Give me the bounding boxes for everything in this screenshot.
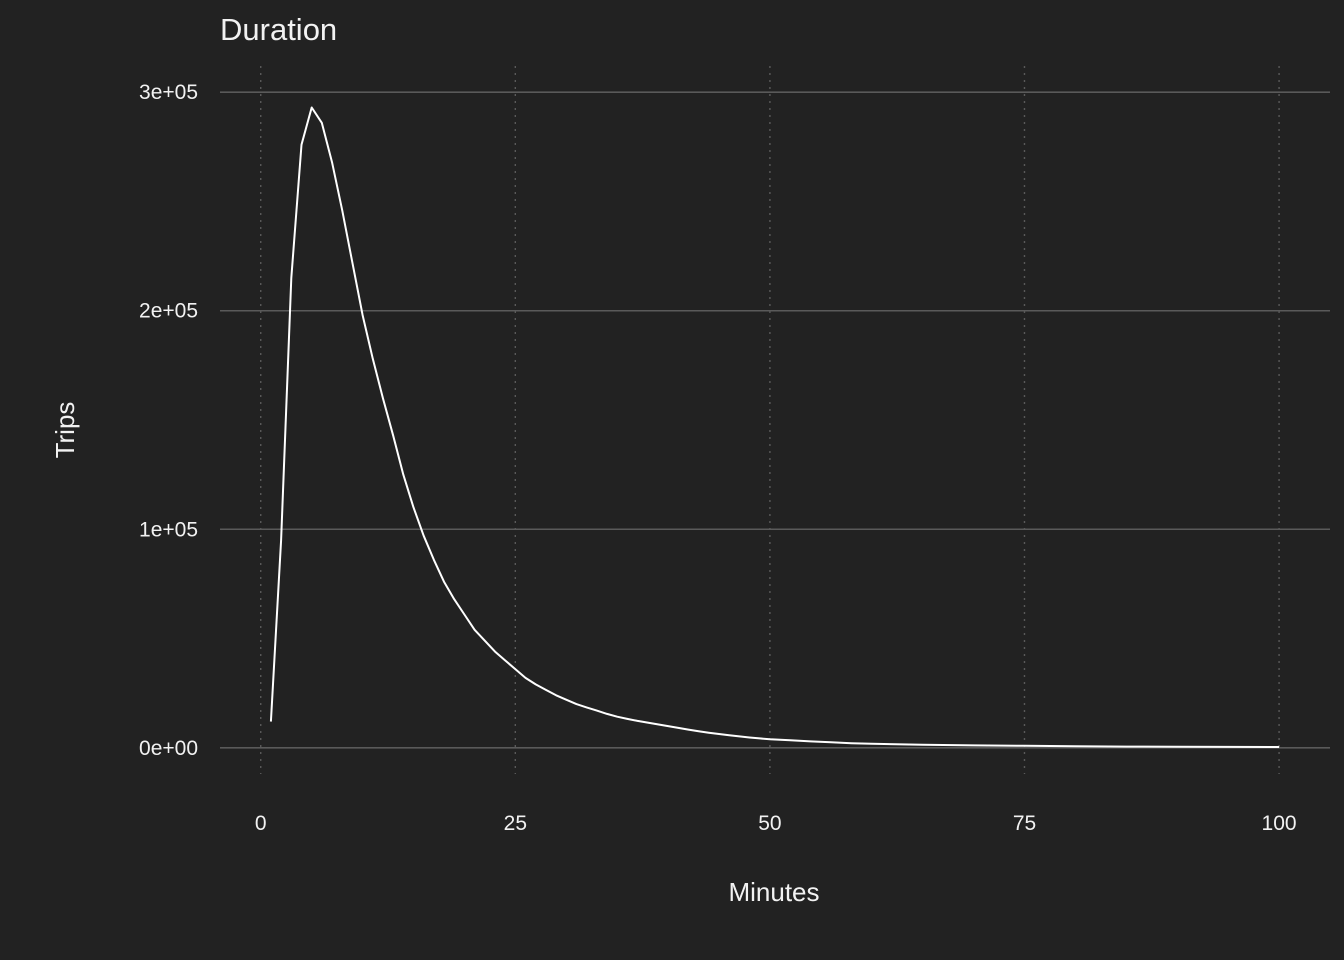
x-axis-tick-labels: 0 25 50 75 100 — [255, 812, 1297, 835]
y-tick-label: 2e+05 — [139, 300, 198, 323]
y-tick-label: 0e+00 — [139, 737, 198, 760]
x-axis-title: Minutes — [728, 877, 819, 907]
trips-series-line — [269, 106, 1280, 748]
x-tick-label: 75 — [1013, 812, 1036, 835]
x-tick-label: 25 — [504, 812, 527, 835]
y-tick-label: 3e+05 — [139, 81, 198, 104]
y-axis-tick-labels: 0e+00 1e+05 2e+05 3e+05 — [139, 81, 198, 760]
x-tick-label: 50 — [758, 812, 781, 835]
chart-title: Duration — [220, 12, 337, 47]
x-tick-label: 0 — [255, 812, 267, 835]
y-grid-lines — [220, 91, 1330, 749]
x-tick-label: 100 — [1262, 812, 1297, 835]
x-grid-lines — [260, 66, 1280, 774]
y-axis-title: Trips — [50, 402, 80, 459]
y-tick-label: 1e+05 — [139, 518, 198, 541]
